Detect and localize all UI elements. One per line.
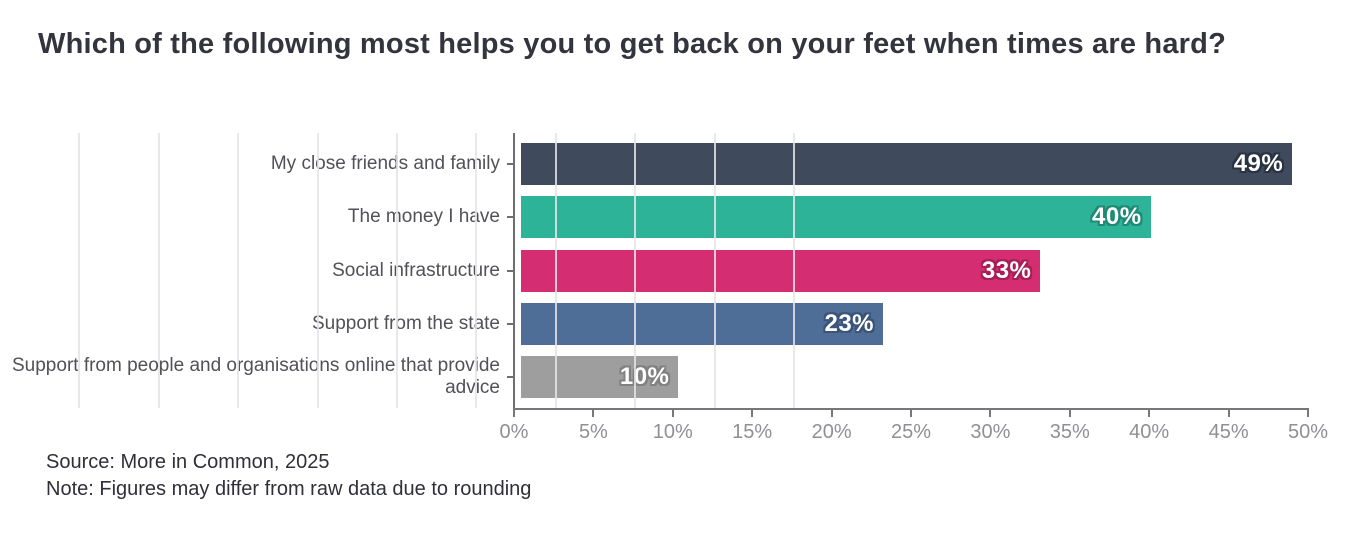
bar: 10% <box>521 356 679 398</box>
source-text: Source: More in Common, 2025 <box>46 451 330 473</box>
x-tick-label: 40% <box>1129 421 1170 443</box>
chart-title: Which of the following most helps you to… <box>38 28 1226 60</box>
bar-value-label: 49% <box>1233 150 1284 177</box>
chart-footer: Source: More in Common, 2025 Note: Figur… <box>46 449 531 503</box>
x-axis-tick <box>830 408 833 417</box>
x-tick-label: 50% <box>1287 421 1329 443</box>
gridline <box>157 133 160 408</box>
x-tick-label: 15% <box>732 421 773 443</box>
note-text: Note: Figures may differ from raw data d… <box>46 478 532 500</box>
plot-area: My close friends and family 49% The money … <box>0 133 1308 408</box>
x-axis-tick <box>1148 408 1151 417</box>
gridline <box>316 133 319 408</box>
x-axis-tick <box>910 408 912 417</box>
x-axis-tick <box>592 408 595 417</box>
x-axis-tick <box>671 408 674 417</box>
bar: 33% <box>521 249 1041 292</box>
gridline <box>396 133 398 408</box>
y-axis-tick <box>507 322 514 325</box>
x-tick-label: 30% <box>970 421 1011 443</box>
bar: 49% <box>521 143 1293 185</box>
bar-row: Support from people and organisations on… <box>0 355 1308 398</box>
gridline <box>793 133 795 408</box>
x-tick-label: 45% <box>1208 421 1249 443</box>
bar-zone: 49% <box>521 143 1308 185</box>
bar-row: Social infrastructure 33% <box>0 249 1308 292</box>
bar: 40% <box>521 196 1151 239</box>
category-label: The money I have <box>347 206 500 228</box>
bar-zone: 40% <box>521 196 1308 239</box>
x-axis-tick <box>1227 408 1230 417</box>
category-label: Social infrastructure <box>332 259 500 281</box>
x-axis-tick <box>751 408 754 417</box>
bar-zone: 23% <box>521 302 1308 345</box>
y-axis-spine <box>513 133 515 408</box>
gridline <box>634 133 637 408</box>
x-axis-tick <box>1068 408 1071 417</box>
gridline <box>713 133 716 408</box>
y-axis-tick <box>507 376 514 378</box>
bar-value-label: 23% <box>824 309 875 337</box>
bar: 23% <box>521 302 884 345</box>
y-axis-tick <box>507 216 514 219</box>
x-tick-label: 5% <box>578 421 608 443</box>
gridline <box>78 133 81 408</box>
x-tick-label: 25% <box>890 421 932 443</box>
gridline <box>237 133 240 408</box>
x-axis-tick <box>513 408 515 417</box>
gridline <box>475 133 478 408</box>
bar-zone: 33% <box>521 249 1308 292</box>
bar-rows: My close friends and family 49% The money … <box>0 133 1308 408</box>
x-axis-tick <box>989 408 992 417</box>
y-axis-tick <box>507 163 514 165</box>
bar-row: The money I have 40% <box>0 196 1308 239</box>
y-axis-tick <box>507 269 514 272</box>
x-tick-label: 20% <box>811 421 852 443</box>
category-label: Support from the state <box>312 312 500 334</box>
bar-value-label: 10% <box>619 363 670 390</box>
x-tick-label: 0% <box>499 421 529 443</box>
bar-row: My close friends and family 49% <box>0 143 1308 185</box>
bar-value-label: 33% <box>981 256 1032 284</box>
bar-zone: 10% <box>521 356 1308 398</box>
bar-value-label: 40% <box>1092 203 1142 231</box>
category-label: Support from people and organisations on… <box>12 355 500 398</box>
gridline <box>554 133 557 408</box>
x-tick-label: 10% <box>652 421 693 443</box>
bar-row: Support from the state 23% <box>0 302 1308 345</box>
x-tick-label: 35% <box>1049 421 1090 443</box>
x-axis-tick <box>1307 408 1309 417</box>
category-label: My close friends and family <box>270 153 500 174</box>
x-axis: 0% 5% 10% 15% 20% 25% 30% 35% 40% 45% 50% <box>0 408 1346 453</box>
